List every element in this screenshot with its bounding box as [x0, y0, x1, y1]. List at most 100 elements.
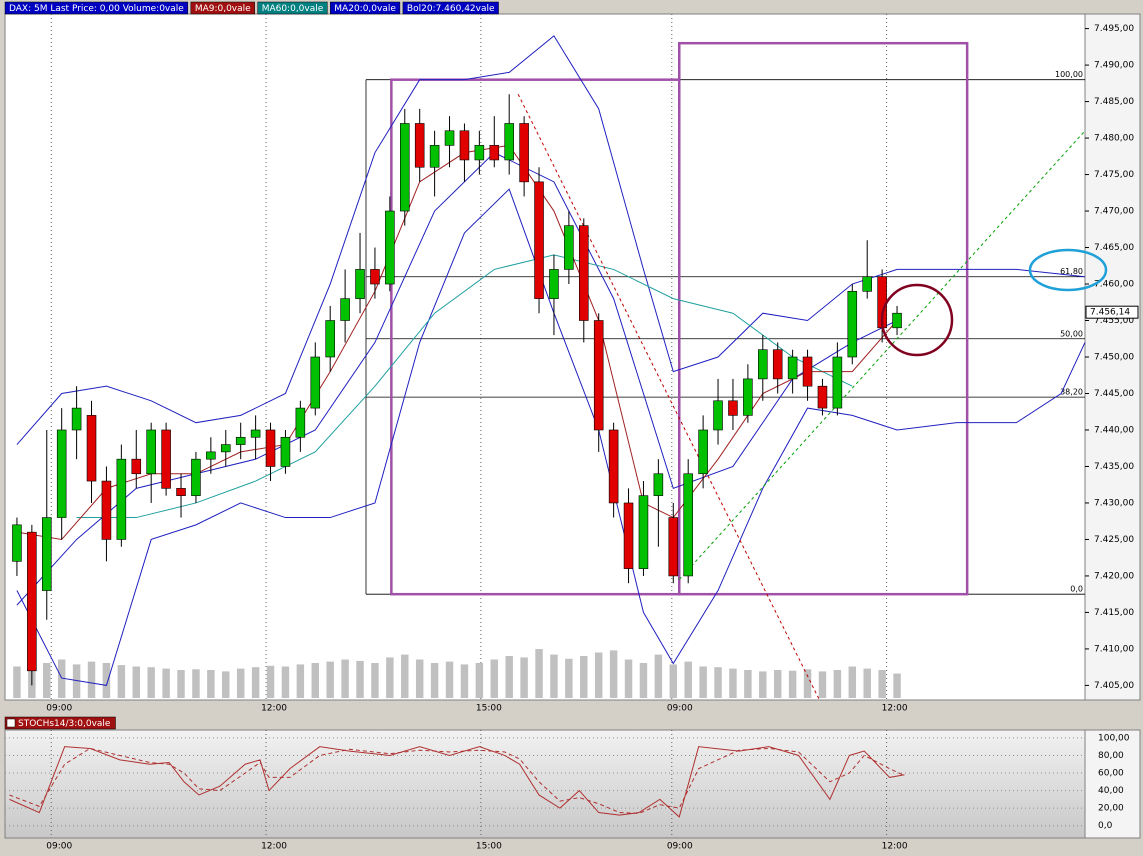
- candle-body: [191, 458, 201, 496]
- volume-bar: [729, 668, 737, 698]
- candle-body: [220, 444, 231, 453]
- volume-bar: [744, 670, 752, 698]
- fib-label: 50,00: [1060, 329, 1083, 338]
- volume-bar: [13, 666, 21, 698]
- volume-bar: [594, 652, 603, 698]
- candle-body: [370, 269, 380, 285]
- volume-bar: [251, 667, 260, 698]
- candle-body: [56, 429, 67, 518]
- header-label-bg: [402, 1, 499, 15]
- y-tick-label: 7.415,00: [1094, 608, 1134, 618]
- candle-body: [638, 495, 649, 569]
- stoch-line: [9, 747, 905, 814]
- candle-body: [310, 356, 321, 409]
- volume-bar: [326, 661, 334, 698]
- candle-body: [743, 378, 753, 416]
- fib-label: 61,80: [1060, 267, 1083, 276]
- volume-bar: [639, 663, 648, 698]
- volume-bar: [833, 670, 842, 698]
- volume-bar: [281, 666, 290, 698]
- candle-body: [235, 436, 246, 445]
- volume-bar: [565, 658, 573, 698]
- volume-bar: [863, 668, 871, 698]
- candle-body: [519, 123, 529, 183]
- header-label-bg: [330, 1, 401, 15]
- volume-bar: [684, 661, 692, 698]
- candle-body: [549, 269, 559, 299]
- y-tick-label: 7.435,00: [1094, 462, 1134, 472]
- volume-bar: [222, 671, 230, 698]
- volume-bar: [654, 654, 663, 698]
- volume-bar: [311, 663, 320, 698]
- x-tick-label: 09:00: [46, 842, 72, 852]
- x-tick-label: 15:00: [476, 842, 502, 852]
- y-tick-label: 100,00: [1098, 733, 1130, 743]
- volume-bar: [341, 659, 349, 698]
- y-tick-label: 80,00: [1098, 751, 1124, 761]
- stoch-line: [9, 746, 905, 818]
- y-tick-label: 7.465,00: [1094, 243, 1134, 253]
- candle-body: [802, 356, 813, 387]
- y-tick-label: 7.440,00: [1094, 425, 1134, 435]
- candle-body: [653, 473, 664, 496]
- candle-body: [340, 298, 350, 321]
- stoch-axis-bg: [1084, 729, 1141, 839]
- volume-bar: [236, 668, 245, 698]
- volume-bar: [580, 656, 588, 698]
- x-tick-label: 12:00: [882, 842, 908, 852]
- last-price-label: 7.456,14: [1090, 308, 1130, 318]
- header-label: Bol20:7.460,42vale: [407, 4, 495, 14]
- candle-body: [414, 123, 425, 168]
- volume-bar: [57, 659, 66, 698]
- y-tick-label: 20,00: [1098, 804, 1124, 814]
- volume-bar: [102, 663, 111, 698]
- fib-label: 100,00: [1055, 70, 1083, 79]
- candle-body: [146, 429, 156, 475]
- candle-body: [728, 400, 738, 416]
- volume-bar: [207, 670, 215, 698]
- y-tick-label: 7.425,00: [1094, 535, 1134, 545]
- candle-body: [131, 458, 142, 475]
- candle-body: [250, 429, 261, 438]
- volume-bar: [773, 670, 782, 698]
- candle-body: [892, 312, 902, 329]
- candle-body: [787, 356, 798, 380]
- y-tick-label: 7.480,00: [1094, 134, 1134, 144]
- y-tick-label: 7.495,00: [1094, 24, 1134, 34]
- highlight-circle: [880, 283, 954, 357]
- x-tick-label: 12:00: [261, 842, 287, 852]
- header-label-bg: [4, 1, 189, 15]
- fib-label: 38,20: [1060, 388, 1083, 397]
- candle-body: [817, 385, 828, 409]
- volume-bar: [177, 670, 185, 698]
- panel-icon: [6, 718, 16, 728]
- candle-body: [564, 225, 574, 270]
- y-tick-label: 7.405,00: [1094, 681, 1134, 691]
- volume-bar: [714, 667, 722, 698]
- volume-bar: [848, 666, 857, 698]
- volume-bar: [192, 669, 200, 698]
- y-tick-label: 0,0: [1098, 821, 1113, 831]
- volume-bar: [445, 661, 454, 698]
- volume-bar: [415, 659, 424, 698]
- candle-body: [355, 269, 365, 299]
- candle-body: [161, 429, 171, 489]
- volume-bar: [296, 664, 305, 698]
- volume-bar: [266, 665, 275, 698]
- candle-body: [325, 320, 335, 358]
- header-label-bg: [257, 1, 328, 15]
- y-tick-label: 7.490,00: [1094, 61, 1134, 71]
- candle-body: [101, 480, 112, 540]
- candle-body: [504, 123, 514, 161]
- y-tick-label: 7.430,00: [1094, 498, 1134, 508]
- y-tick-label: 7.410,00: [1094, 644, 1134, 654]
- last-price-box: [1085, 305, 1139, 319]
- volume-bar: [535, 649, 543, 698]
- candle-body: [668, 517, 679, 577]
- indicator-line: [16, 35, 1086, 445]
- candle-body: [698, 429, 708, 475]
- x-tick-label: 09:00: [667, 704, 693, 714]
- stoch-panel: [4, 729, 1086, 839]
- candle-body: [385, 210, 395, 285]
